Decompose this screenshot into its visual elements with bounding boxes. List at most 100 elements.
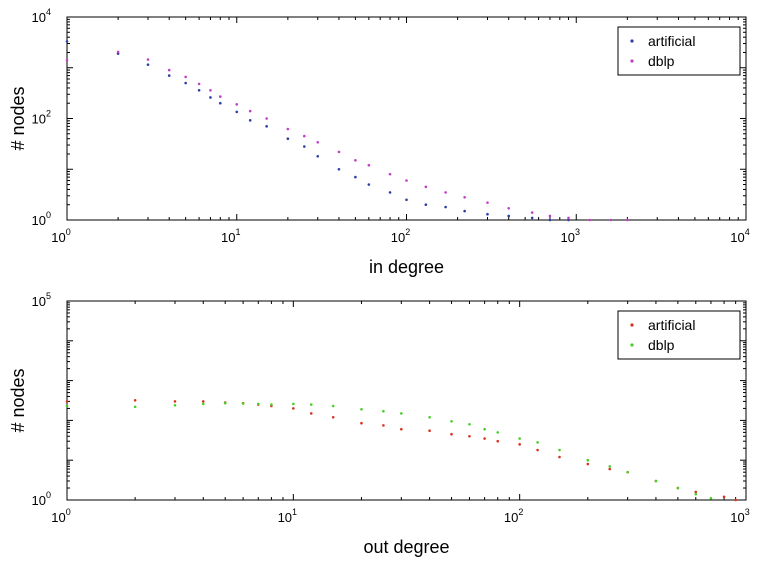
chart-2-y-tick-exp: 0 bbox=[46, 490, 51, 500]
chart-2-x-tick-base: 10 bbox=[278, 510, 292, 525]
chart-1-dblp-point bbox=[388, 172, 392, 176]
chart-1-dblp-point bbox=[354, 159, 357, 162]
chart-2-artificial-point bbox=[201, 400, 205, 403]
chart-2-dblp-point bbox=[241, 402, 245, 405]
chart-1-x-tick-exp: 2 bbox=[405, 227, 410, 237]
chart-1-legend-label-dblp: dblp bbox=[648, 53, 675, 69]
chart-1-x-tick-label: 101 bbox=[221, 227, 240, 245]
chart-1-artificial-point bbox=[197, 88, 201, 92]
chart-1-dblp-point bbox=[146, 58, 150, 61]
chart-1-x-tick-exp: 1 bbox=[235, 227, 240, 237]
chart-1-dblp-point bbox=[65, 59, 69, 62]
chart-1-artificial-point bbox=[218, 101, 222, 105]
chart-1-artificial-point bbox=[388, 191, 392, 194]
chart-2-dblp-point bbox=[270, 403, 273, 406]
chart-1-dblp-point bbox=[265, 117, 268, 120]
chart-2-legend-label-dblp: dblp bbox=[648, 337, 675, 353]
chart-2-x-axis-label: out degree bbox=[363, 537, 449, 557]
chart-2-artificial-point bbox=[694, 490, 698, 494]
chart-2-x-tick-exp: 1 bbox=[292, 507, 297, 517]
chart-2-dblp-point bbox=[558, 448, 561, 452]
chart-2-dblp-point bbox=[608, 465, 612, 468]
chart-2-dblp-point bbox=[201, 402, 205, 406]
chart-2-legend: artificial dblp bbox=[617, 310, 741, 360]
chart-1-artificial-point bbox=[209, 96, 212, 99]
chart-1-y-tick-exp: 0 bbox=[46, 210, 51, 220]
chart-1-y-tick-base: 10 bbox=[32, 213, 46, 228]
chart-1-dblp-point bbox=[486, 201, 489, 204]
chart-1-dblp-point bbox=[405, 179, 408, 182]
chart-2-artificial-point bbox=[722, 495, 726, 499]
chart-2-dblp-point bbox=[496, 431, 500, 434]
chart-1-artificial-point bbox=[507, 214, 510, 218]
chart-2-dblp-point bbox=[518, 437, 521, 440]
chart-1-dblp-point bbox=[530, 211, 534, 214]
chart-2-legend-label-artificial: artificial bbox=[648, 317, 695, 333]
chart-1-artificial-point bbox=[548, 218, 552, 222]
chart-1-y-tick-exp: 2 bbox=[46, 109, 51, 119]
chart-1-dblp-point bbox=[248, 109, 252, 113]
chart-2-legend-marker-artificial bbox=[630, 323, 634, 327]
chart-1-legend: artificial dblp bbox=[617, 26, 741, 76]
chart-1-legend-label-artificial: artificial bbox=[648, 33, 695, 49]
chart-2-artificial-point bbox=[483, 437, 486, 440]
chart-2-y-axis-label: # nodes bbox=[8, 368, 28, 432]
chart-2-artificial-point bbox=[536, 448, 539, 452]
chart-2-dblp-point bbox=[292, 402, 295, 406]
chart-1-artificial-point bbox=[265, 125, 268, 128]
chart-1-x-tick-label: 103 bbox=[561, 227, 580, 245]
chart-2-y-tick-exp: 5 bbox=[46, 291, 51, 301]
chart-2-y-tick-base: 10 bbox=[32, 294, 46, 309]
chart-2-series-dblp bbox=[65, 401, 713, 500]
chart-2-dblp-point bbox=[586, 458, 590, 462]
chart-2-artificial-point bbox=[428, 429, 431, 433]
chart-1-artificial-point bbox=[354, 175, 357, 179]
chart-2-y-tick-base: 10 bbox=[32, 493, 46, 508]
chart-2-x-tick-exp: 3 bbox=[745, 507, 750, 517]
chart-2-x-tick-exp: 2 bbox=[518, 507, 523, 517]
chart-2-dblp-point bbox=[428, 415, 431, 419]
chart-2-dblp-point bbox=[173, 403, 177, 407]
chart-2-x-tick-label: 103 bbox=[730, 507, 749, 525]
chart-1-dblp-point bbox=[507, 207, 510, 210]
chart-1-dblp-point bbox=[337, 150, 341, 154]
chart-1-artificial-point bbox=[316, 154, 320, 158]
chart-1-x-tick-label: 102 bbox=[391, 227, 410, 245]
chart-2-dblp-point bbox=[676, 486, 680, 490]
chart-2-dblp-point bbox=[382, 409, 385, 413]
chart-2-artificial-point bbox=[382, 424, 385, 427]
chart-1-y-axis-label: # nodes bbox=[8, 86, 28, 150]
chart-2-dblp-point bbox=[309, 403, 313, 406]
chart-1-series-dblp bbox=[65, 50, 629, 222]
chart-2-artificial-point bbox=[309, 412, 313, 415]
chart-1-x-tick-label: 104 bbox=[730, 227, 749, 245]
chart-2-dblp-point bbox=[256, 402, 260, 406]
chart-2-x-tick-label: 100 bbox=[51, 507, 70, 525]
chart-2-artificial-point bbox=[558, 455, 561, 459]
chart-2-dblp-point bbox=[133, 405, 137, 409]
chart-2-artificial-point bbox=[331, 415, 335, 419]
chart-1-artificial-point bbox=[530, 216, 534, 220]
chart-1-dblp-point bbox=[116, 50, 120, 54]
chart-1-x-tick-exp: 0 bbox=[66, 227, 71, 237]
chart-1-artificial-point bbox=[248, 119, 252, 122]
chart-1-dblp-point bbox=[209, 88, 212, 92]
chart-1-y-tick-base: 10 bbox=[32, 10, 46, 25]
chart-1-dblp-point bbox=[218, 95, 222, 98]
chart-1-x-tick-exp: 4 bbox=[745, 227, 750, 237]
chart-2-dblp-point bbox=[694, 492, 698, 496]
chart-1-dblp-point bbox=[184, 75, 187, 79]
chart-1-y-tick-label: 100 bbox=[32, 210, 51, 228]
chart-1-artificial-point bbox=[286, 137, 290, 140]
chart-2-artificial-point bbox=[734, 498, 737, 502]
chart-1-artificial-point bbox=[567, 218, 570, 222]
chart-2-dblp-point bbox=[331, 404, 335, 408]
chart-2-x-tick-base: 10 bbox=[504, 510, 518, 525]
chart-1-artificial-point bbox=[167, 74, 171, 77]
chart-1-dblp-point bbox=[424, 185, 428, 189]
chart-2-artificial-point bbox=[586, 462, 590, 466]
chart-2-legend-marker-dblp bbox=[630, 343, 634, 347]
